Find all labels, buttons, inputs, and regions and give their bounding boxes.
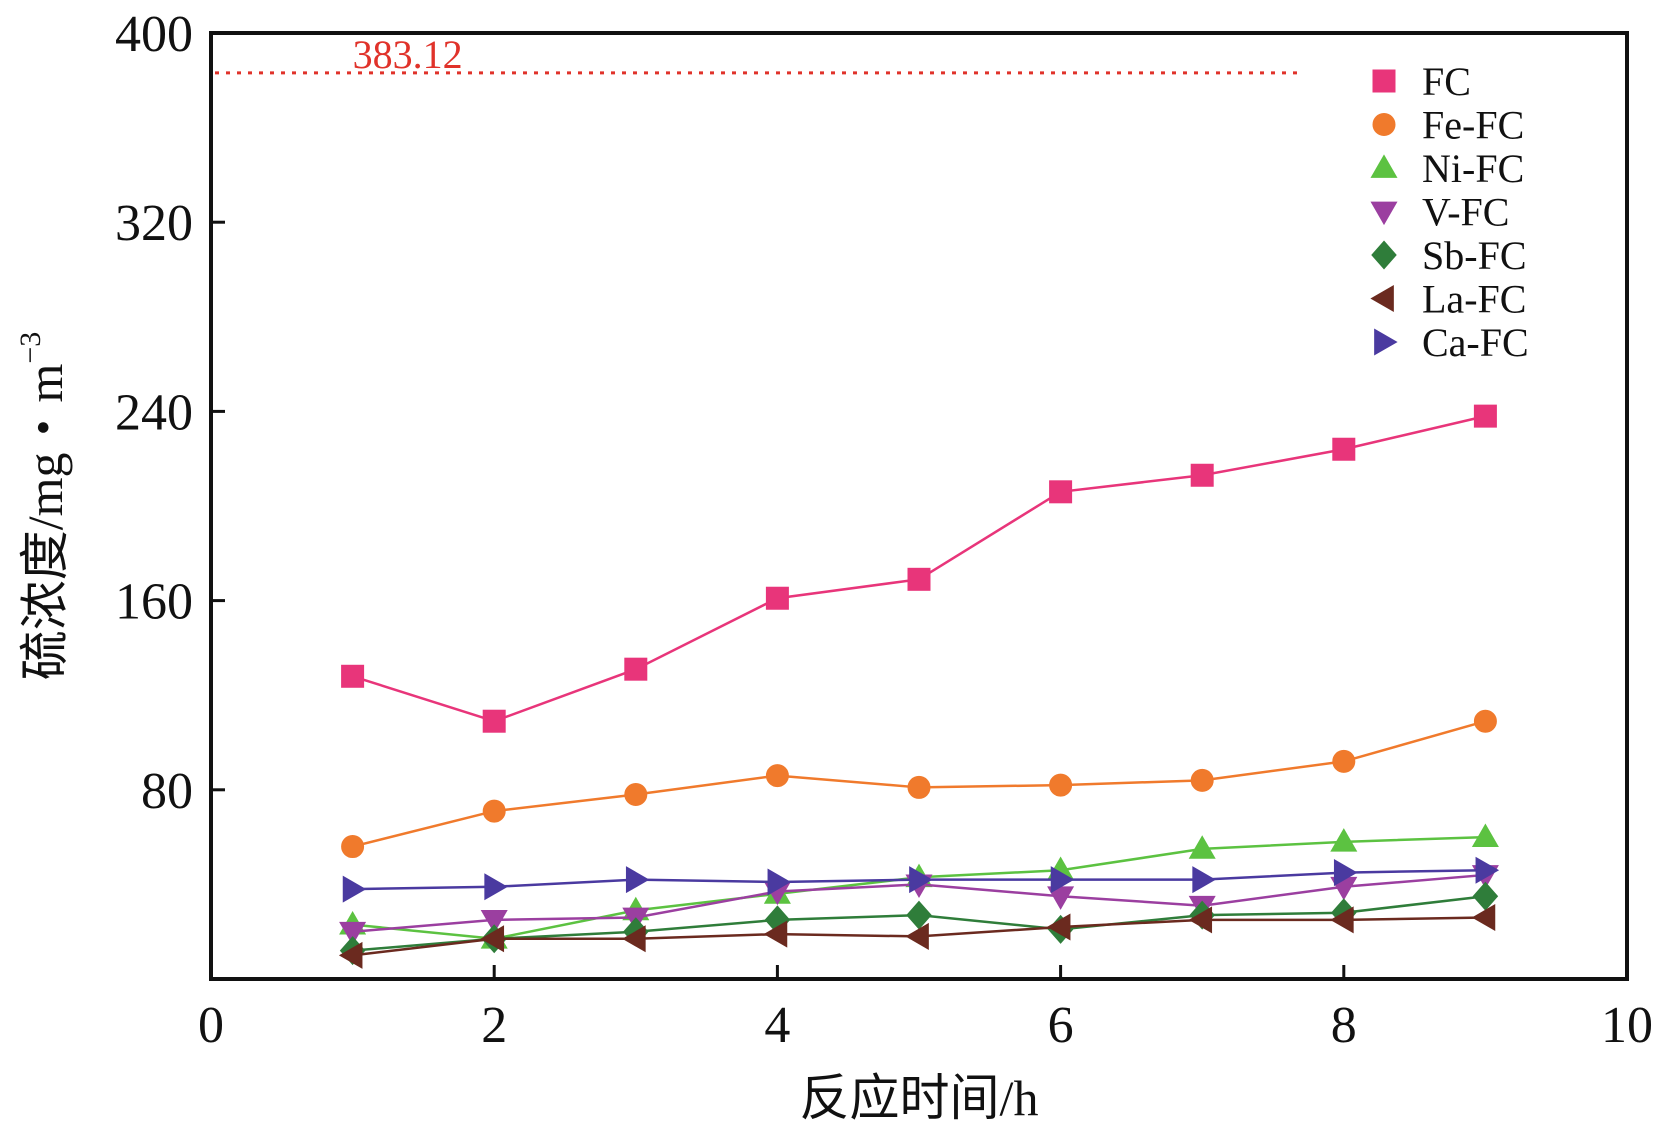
y-tick-label: 80: [141, 763, 193, 820]
series-group: [338, 404, 1500, 969]
data-point: [624, 657, 648, 681]
data-point: [484, 873, 508, 901]
data-point: [1333, 859, 1358, 887]
y-axis-title-group: 硫浓度/mg・m−3: [14, 332, 73, 681]
data-point: [480, 925, 505, 953]
y-axis-title-superscript: −3: [14, 332, 47, 364]
data-point: [1330, 906, 1354, 934]
x-tick-label: 4: [764, 997, 790, 1054]
legend-marker: [1374, 328, 1398, 356]
x-tick-label: 10: [1601, 997, 1653, 1054]
data-point: [480, 910, 508, 934]
data-point: [1475, 856, 1500, 884]
data-point: [1188, 906, 1213, 934]
data-point: [905, 922, 929, 950]
legend-marker: [1371, 240, 1397, 270]
legend-marker: [1372, 69, 1396, 93]
legend-label: Sb-FC: [1422, 233, 1527, 278]
series-fe-fc: [341, 709, 1497, 859]
data-point: [907, 567, 931, 591]
legend-marker: [1370, 284, 1394, 313]
data-point: [1046, 913, 1071, 941]
data-point: [765, 586, 789, 610]
legend-label: FC: [1422, 59, 1471, 104]
x-tick-label: 0: [198, 997, 224, 1054]
y-axis-title: 硫浓度/mg・m−3: [14, 332, 73, 681]
data-point: [1050, 866, 1075, 894]
legend-label: Ca-FC: [1422, 320, 1529, 365]
legend-label: La-FC: [1422, 277, 1526, 322]
reference-line-label: 383.12: [353, 32, 463, 77]
x-axis-title: 反应时间/h: [800, 1070, 1039, 1126]
data-point: [342, 875, 367, 903]
legend-item: Ca-FC: [1374, 320, 1529, 365]
legend-label: V-FC: [1422, 190, 1509, 235]
series-ca-fc: [342, 856, 1500, 903]
legend-label: Ni-FC: [1422, 146, 1524, 191]
data-point: [482, 709, 506, 733]
data-point: [1188, 835, 1216, 859]
legend-item: FC: [1372, 59, 1471, 104]
legend-item: Sb-FC: [1371, 233, 1527, 278]
x-tick-label: 2: [481, 997, 507, 1054]
legend-item: Ni-FC: [1370, 146, 1524, 191]
y-tick-label: 400: [115, 6, 193, 63]
data-point: [1332, 749, 1356, 773]
reference-line-group: 383.12: [215, 32, 1302, 77]
data-point: [1330, 828, 1358, 852]
series-la-fc: [338, 903, 1496, 969]
data-point: [482, 799, 506, 823]
data-point: [767, 868, 792, 896]
data-point: [1049, 773, 1073, 797]
legend-marker: [1370, 201, 1398, 226]
data-point: [907, 775, 931, 799]
series-fc: [341, 404, 1497, 733]
legend-marker: [1370, 154, 1398, 178]
legend-item: V-FC: [1370, 190, 1509, 235]
data-point: [1190, 768, 1214, 792]
data-point: [1473, 404, 1497, 428]
data-point: [1473, 709, 1497, 733]
x-tick-label: 8: [1331, 997, 1357, 1054]
data-point: [625, 866, 650, 894]
axis-ticks-group: 0 2 4 6 8 10 80 160 240 320 400: [115, 6, 1653, 1054]
data-point: [1049, 480, 1073, 504]
legend-item: Fe-FC: [1372, 103, 1524, 148]
data-point: [1471, 903, 1496, 932]
x-tick-label: 6: [1048, 997, 1074, 1054]
y-axis-title-main: 硫浓度/mg・m: [17, 364, 73, 681]
data-point: [338, 941, 363, 969]
data-point: [1190, 463, 1214, 487]
data-point: [909, 866, 933, 894]
data-point: [624, 783, 648, 807]
y-tick-label: 320: [115, 195, 193, 252]
legend-label: Fe-FC: [1422, 103, 1524, 148]
plot-frame: [209, 31, 1629, 981]
y-tick-label: 160: [115, 574, 193, 631]
data-point: [622, 925, 646, 953]
data-point: [1332, 437, 1356, 461]
data-point: [1192, 866, 1216, 894]
data-point: [763, 920, 788, 948]
data-point: [339, 921, 367, 946]
y-tick-label: 240: [115, 384, 193, 441]
data-point: [341, 664, 365, 688]
legend-item: La-FC: [1370, 277, 1526, 322]
data-point: [1471, 823, 1499, 847]
data-point: [341, 835, 365, 859]
data-point: [765, 764, 789, 788]
legend-marker: [1372, 113, 1396, 136]
